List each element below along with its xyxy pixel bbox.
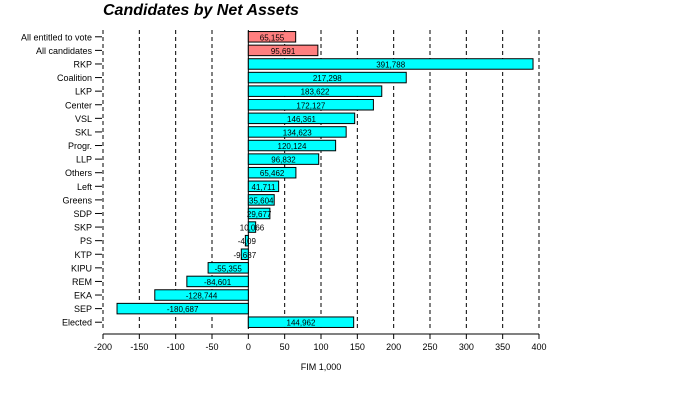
bar bbox=[247, 207, 271, 220]
category-label: RKP bbox=[73, 59, 92, 69]
bar bbox=[240, 248, 249, 260]
x-tick-label: 250 bbox=[422, 342, 437, 352]
data-label: 134,623 bbox=[283, 128, 312, 137]
x-tick-label: 150 bbox=[350, 342, 365, 352]
bar bbox=[247, 112, 356, 125]
x-tick-label: -200 bbox=[94, 342, 112, 352]
data-label: 144,962 bbox=[287, 319, 316, 328]
category-label: Left bbox=[77, 182, 93, 192]
category-label: KTP bbox=[74, 250, 92, 260]
data-label: 35,604 bbox=[249, 196, 274, 205]
category-label: VSL bbox=[75, 114, 92, 124]
data-label: 183,622 bbox=[301, 88, 330, 97]
bar bbox=[247, 71, 407, 84]
bar bbox=[247, 180, 280, 193]
data-label: -55,355 bbox=[215, 264, 243, 273]
category-label: All candidates bbox=[36, 46, 93, 56]
category-label: KIPU bbox=[71, 263, 92, 273]
x-axis-label: FIM 1,000 bbox=[301, 362, 342, 372]
category-label: SDP bbox=[73, 209, 92, 219]
bar bbox=[247, 316, 355, 328]
x-tick-label: 100 bbox=[313, 342, 328, 352]
bar bbox=[247, 31, 297, 43]
category-label: Greens bbox=[62, 195, 92, 205]
bar bbox=[154, 289, 249, 301]
category-label: Others bbox=[65, 168, 93, 178]
data-label: 217,298 bbox=[313, 74, 342, 83]
category-label: Elected bbox=[62, 318, 92, 328]
data-label: 120,124 bbox=[278, 142, 307, 151]
x-tick-label: -50 bbox=[205, 342, 218, 352]
bar bbox=[247, 85, 383, 97]
bar bbox=[116, 302, 249, 315]
bar bbox=[247, 221, 257, 233]
x-tick-label: 0 bbox=[246, 342, 251, 352]
category-label: SKL bbox=[75, 127, 92, 137]
data-label: 10,066 bbox=[240, 224, 265, 233]
data-label: 29,677 bbox=[247, 210, 272, 219]
data-label: 391,788 bbox=[376, 60, 405, 69]
bar bbox=[247, 153, 320, 165]
category-label: PS bbox=[80, 236, 92, 246]
data-label: 95,691 bbox=[271, 47, 296, 56]
bar bbox=[247, 99, 374, 111]
category-label: EKA bbox=[74, 291, 92, 301]
x-tick-label: 50 bbox=[280, 342, 290, 352]
bar bbox=[247, 166, 297, 179]
data-label: 65,155 bbox=[260, 33, 285, 42]
bars: 65,155 95,691 391,788 217,298 183,622 172,127… bbox=[116, 31, 534, 328]
data-label: 41,711 bbox=[252, 183, 276, 192]
category-label: LLP bbox=[76, 155, 92, 165]
data-label: -9,687 bbox=[233, 251, 256, 260]
category-label: All entitled to vote bbox=[21, 32, 92, 42]
bar bbox=[207, 262, 249, 274]
category-labels: All entitled to vote All candidates RKP Coa… bbox=[21, 32, 102, 328]
bar bbox=[247, 139, 337, 152]
data-label: -128,744 bbox=[186, 292, 218, 301]
data-label: 96,832 bbox=[271, 156, 296, 165]
bar bbox=[244, 234, 249, 247]
category-label: SEP bbox=[74, 304, 92, 314]
bar bbox=[247, 44, 319, 57]
category-label: Progr. bbox=[68, 141, 92, 151]
x-tick-label: 200 bbox=[386, 342, 401, 352]
x-tick-label: 350 bbox=[495, 342, 510, 352]
chart-title: Candidates by Net Assets bbox=[103, 2, 299, 19]
bar bbox=[247, 58, 534, 70]
x-tick-label: 300 bbox=[459, 342, 474, 352]
data-label: 146,361 bbox=[287, 115, 316, 124]
category-label: Center bbox=[65, 100, 92, 110]
data-label: -180,687 bbox=[167, 305, 199, 314]
x-axis: -200 -150 -100 -50 0 50 100 150 200 250 300 350 400 bbox=[94, 333, 547, 352]
category-label: SKP bbox=[74, 223, 92, 233]
x-tick-label: -150 bbox=[130, 342, 148, 352]
x-tick-label: -100 bbox=[167, 342, 185, 352]
category-label: REM bbox=[72, 277, 92, 287]
data-label: -84,601 bbox=[204, 278, 232, 287]
category-label: Coalition bbox=[57, 73, 92, 83]
data-label: 65,462 bbox=[260, 169, 285, 178]
bar bbox=[247, 126, 347, 138]
x-tick-label: 400 bbox=[531, 342, 546, 352]
data-label: 172,127 bbox=[296, 101, 325, 110]
category-label: LKP bbox=[75, 87, 92, 97]
bar bbox=[186, 275, 249, 288]
bar bbox=[247, 194, 275, 206]
data-label: -4,09 bbox=[238, 237, 257, 246]
